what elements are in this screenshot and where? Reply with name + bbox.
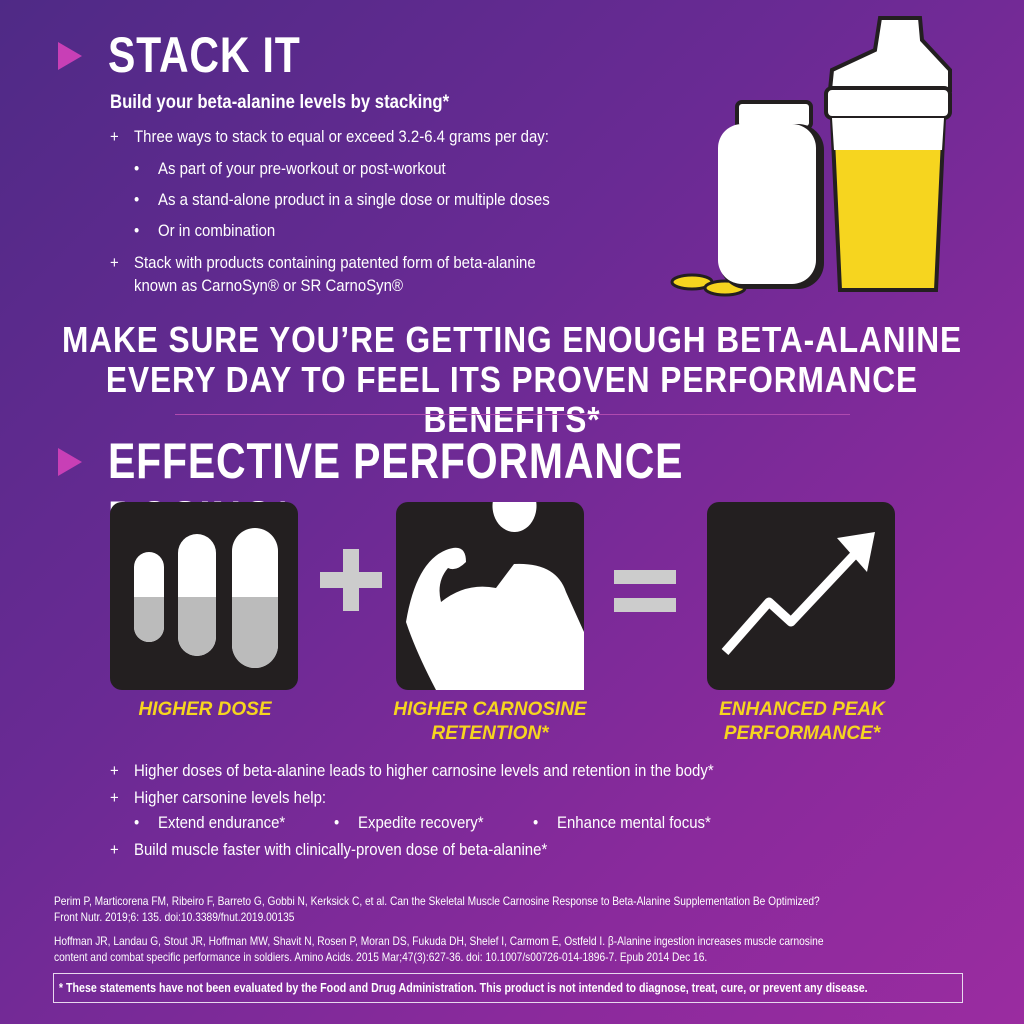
bottle-and-shaker-illustration (670, 16, 952, 297)
banner-line-1: MAKE SURE YOU’RE GETTING ENOUGH BETA-ALA… (62, 319, 962, 360)
caption-higher-dose: HIGHER DOSE (138, 699, 272, 720)
stack-title: STACK IT (108, 27, 301, 83)
disclaimer: * These statements have not been evaluat… (58, 980, 868, 995)
muscle-icon (396, 480, 584, 690)
plus-icon: + (110, 840, 119, 859)
stack-bullet: As a stand-alone product in a single dos… (158, 190, 550, 209)
trend-arrow-icon (707, 502, 895, 690)
bullet: • (134, 813, 140, 832)
reference: Front Nutr. 2019;6: 135. doi:10.3389/fnu… (54, 910, 295, 924)
reference: Hoffman JR, Landau G, Stout JR, Hoffman … (54, 934, 824, 948)
benefit: Enhance mental focus* (557, 813, 711, 832)
dosing-point: Higher doses of beta-alanine leads to hi… (134, 761, 714, 780)
dosing-point: Higher carsonine levels help: (134, 788, 327, 807)
bullet: • (134, 190, 140, 209)
reference: content and combat specific performance … (54, 950, 708, 964)
equals-icon (614, 570, 676, 584)
plus-icon: + (110, 788, 119, 807)
bullet: • (533, 813, 539, 832)
banner-line-2: EVERY DAY TO FEEL ITS PROVEN PERFORMANCE… (105, 359, 919, 440)
plus-icon: + (110, 761, 119, 780)
higher-dose-icon (110, 502, 298, 690)
stack-bullet: As part of your pre-workout or post-work… (158, 159, 446, 178)
benefit: Extend endurance* (158, 813, 286, 832)
dosing-point: Build muscle faster with clinically-prov… (134, 840, 548, 859)
caption-carnosine: HIGHER CARNOSINE RETENTION* (393, 699, 587, 744)
bullet: • (134, 221, 140, 240)
plus-icon: + (110, 253, 119, 272)
triangle-icon (58, 448, 82, 476)
stack-item-1: Three ways to stack to equal or exceed 3… (134, 127, 549, 146)
reference: Perim P, Marticorena FM, Ribeiro F, Barr… (54, 894, 820, 908)
bullet: • (134, 159, 140, 178)
stack-item-2: Stack with products containing patented … (134, 253, 536, 272)
equals-icon (614, 598, 676, 612)
plus-icon (343, 549, 359, 611)
benefit: Expedite recovery* (358, 813, 484, 832)
divider (175, 414, 850, 415)
bullet: • (334, 813, 340, 832)
disclaimer-box: * These statements have not been evaluat… (53, 973, 963, 1003)
stack-item-2-cont: known as CarnoSyn® or SR CarnoSyn® (134, 276, 404, 295)
plus-icon: + (110, 127, 119, 146)
caption-peak-performance: ENHANCED PEAK PERFORMANCE* (719, 699, 885, 744)
triangle-icon (58, 42, 82, 70)
stack-bullet: Or in combination (158, 221, 276, 240)
stack-subtitle: Build your beta-alanine levels by stacki… (110, 92, 450, 113)
